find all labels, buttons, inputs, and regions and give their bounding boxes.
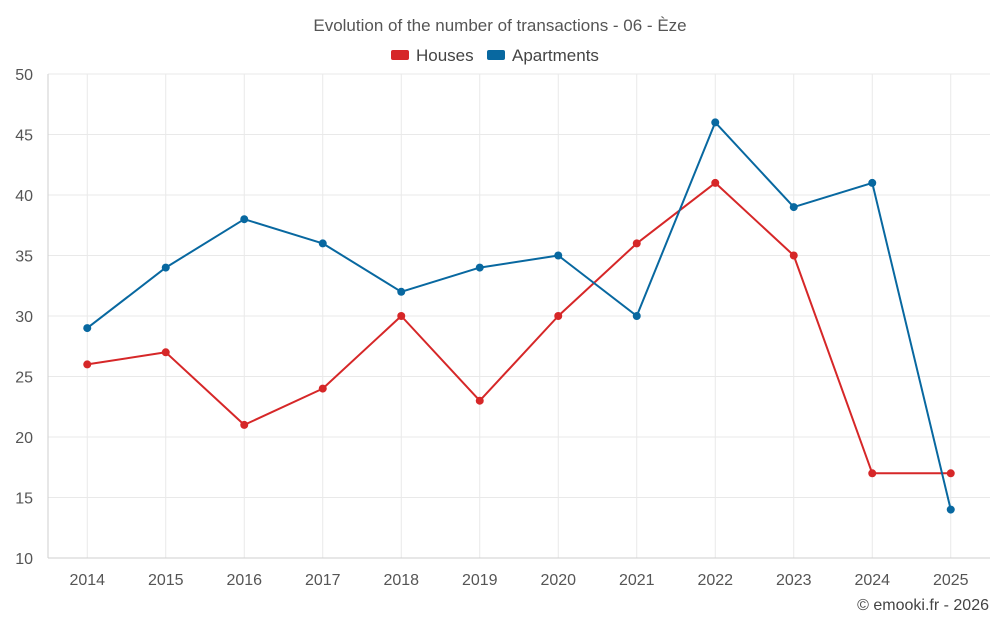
x-tick-label-2016: 2016 [226, 572, 262, 589]
legend[interactable]: Houses Apartments [391, 46, 599, 65]
legend-label-houses: Houses [416, 46, 474, 65]
x-tick-label-2014: 2014 [69, 572, 105, 589]
y-tick-label-10: 10 [15, 551, 33, 568]
x-tick-label-2022: 2022 [697, 572, 733, 589]
x-tick-label-2018: 2018 [383, 572, 419, 589]
point-houses-2017[interactable] [318, 384, 327, 393]
legend-swatch-houses [391, 50, 409, 60]
y-tick-label-40: 40 [15, 188, 33, 205]
point-apartments-2023[interactable] [789, 203, 798, 212]
point-apartments-2025[interactable] [946, 505, 955, 514]
x-tick-label-2017: 2017 [305, 572, 341, 589]
series [83, 118, 955, 514]
series-houses [83, 178, 955, 478]
point-apartments-2019[interactable] [475, 263, 484, 272]
chart-title: Evolution of the number of transactions … [313, 16, 686, 35]
x-tick-label-2015: 2015 [148, 572, 184, 589]
point-apartments-2017[interactable] [318, 239, 327, 248]
x-tick-label-2021: 2021 [619, 572, 655, 589]
y-tick-label-20: 20 [15, 430, 33, 447]
series-line-apartments [86, 121, 952, 510]
x-tick-label-2024: 2024 [854, 572, 890, 589]
legend-item-apartments[interactable]: Apartments [487, 46, 599, 65]
point-houses-2018[interactable] [397, 312, 406, 320]
y-tick-label-35: 35 [15, 249, 33, 266]
point-apartments-2024[interactable] [868, 178, 877, 187]
y-tick-label-45: 45 [15, 128, 33, 145]
point-houses-2015[interactable] [161, 348, 170, 357]
point-apartments-2021[interactable] [632, 312, 641, 320]
legend-label-apartments: Apartments [512, 46, 599, 65]
legend-item-houses[interactable]: Houses [391, 46, 474, 65]
y-tick-label-30: 30 [15, 309, 33, 326]
y-tick-label-15: 15 [15, 491, 33, 508]
point-apartments-2018[interactable] [397, 287, 406, 296]
point-apartments-2014[interactable] [83, 324, 92, 333]
legend-swatch-apartments [487, 50, 505, 60]
x-tick-label-2020: 2020 [540, 572, 576, 589]
point-apartments-2020[interactable] [554, 251, 563, 260]
point-apartments-2022[interactable] [711, 118, 720, 127]
point-apartments-2016[interactable] [240, 215, 249, 224]
point-houses-2024[interactable] [868, 469, 877, 478]
y-tick-label-50: 50 [15, 67, 33, 84]
grid [48, 73, 990, 558]
point-houses-2021[interactable] [632, 239, 641, 248]
point-houses-2020[interactable] [554, 312, 563, 320]
point-houses-2016[interactable] [240, 420, 249, 429]
y-tick-label-25: 25 [15, 370, 33, 387]
point-houses-2025[interactable] [946, 469, 955, 478]
point-houses-2014[interactable] [83, 360, 92, 369]
point-houses-2019[interactable] [475, 396, 484, 405]
x-tick-label-2023: 2023 [776, 572, 812, 589]
x-tick-label-2019: 2019 [462, 572, 498, 589]
credit-text: © emooki.fr - 2026 [857, 597, 989, 614]
series-line-houses [87, 181, 951, 475]
series-apartments [83, 118, 955, 514]
point-houses-2023[interactable] [789, 251, 798, 260]
x-tick-label-2025: 2025 [933, 572, 969, 589]
point-houses-2022[interactable] [711, 178, 720, 187]
point-apartments-2015[interactable] [161, 263, 170, 272]
